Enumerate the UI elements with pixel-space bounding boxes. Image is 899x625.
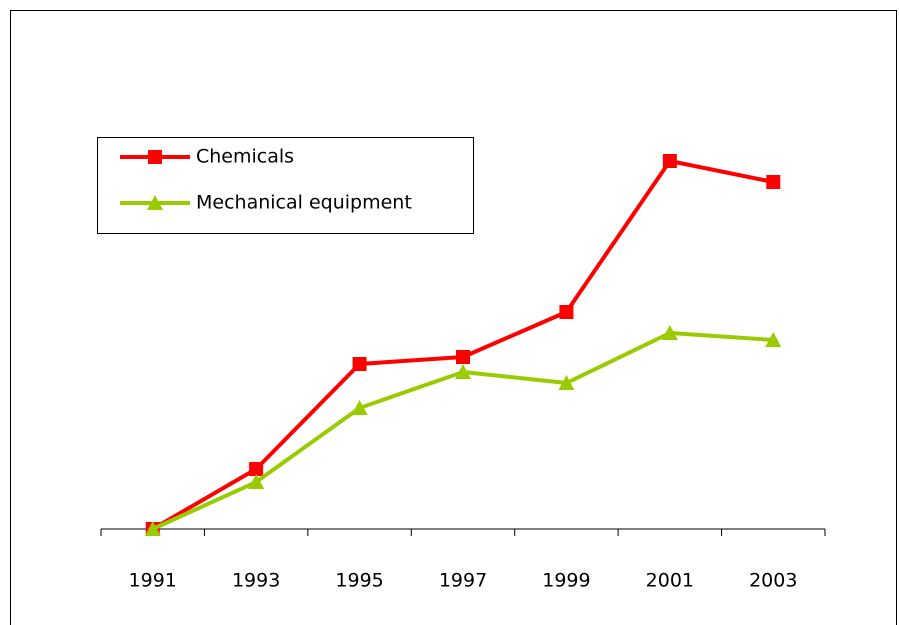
x-tick-label: 2003 [749,570,797,592]
marker [456,350,470,364]
marker [661,325,678,340]
marker [248,474,265,489]
marker [351,400,368,415]
marker [765,332,782,347]
marker [249,462,264,476]
marker [559,305,574,319]
marker [352,357,367,371]
x-tick-label: 1995 [335,570,383,592]
x-tick-label: 1997 [439,570,487,592]
marker [144,521,161,536]
marker [662,154,677,168]
marker [147,195,163,210]
x-tick-label: 2001 [646,570,694,592]
legend-label: Chemicals [196,146,294,168]
marker [148,150,162,164]
x-tick-label: 1991 [129,570,177,592]
x-tick-label: 1993 [232,570,280,592]
legend-label: Mechanical equipment [196,192,412,214]
marker [455,364,471,379]
marker [766,175,781,189]
x-tick-label: 1999 [542,570,590,592]
marker [558,375,575,390]
frame [10,10,897,625]
